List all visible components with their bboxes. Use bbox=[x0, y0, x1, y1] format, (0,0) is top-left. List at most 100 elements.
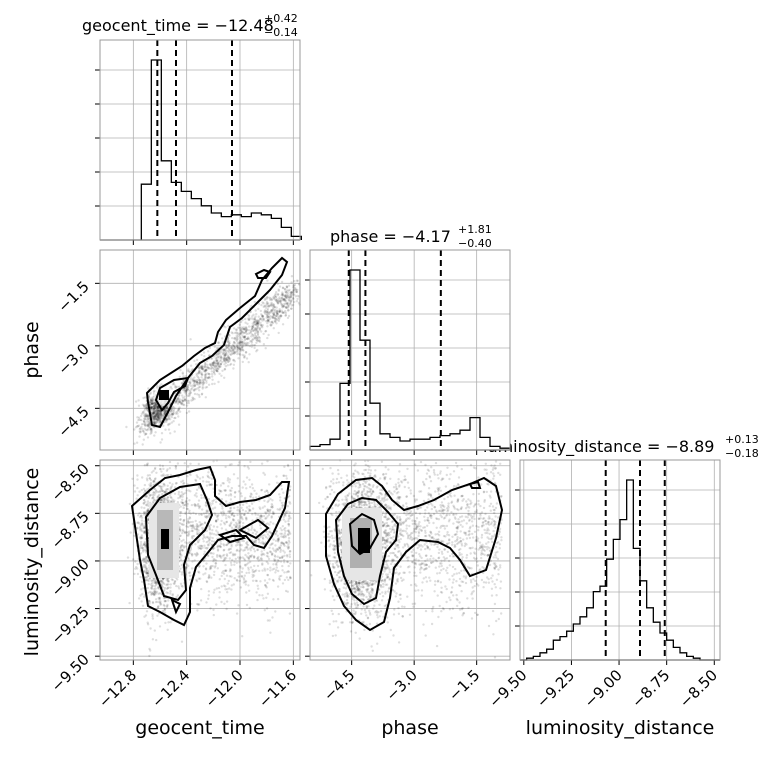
panel-phase-vs-geocent-time-point bbox=[242, 349, 245, 352]
panel-phase-vs-geocent-time-point bbox=[160, 413, 164, 416]
panel-luminosity-distance-vs-geocent-time-point bbox=[140, 600, 143, 603]
panel-phase-vs-geocent-time-point bbox=[256, 325, 259, 328]
panel-luminosity-distance-vs-geocent-time-point bbox=[188, 574, 192, 577]
panel-luminosity-distance-vs-geocent-time-point bbox=[216, 549, 220, 552]
panel-luminosity-distance-vs-geocent-time-point bbox=[197, 547, 200, 550]
panel-luminosity-distance-vs-geocent-time-point bbox=[216, 531, 219, 534]
panel-phase-vs-geocent-time-point bbox=[273, 319, 277, 322]
panel-phase-vs-geocent-time-point bbox=[281, 292, 284, 296]
panel-phase-vs-geocent-time-point bbox=[204, 376, 207, 379]
panel-phase-vs-geocent-time-point bbox=[271, 305, 274, 308]
panel-phase-vs-geocent-time-point bbox=[177, 423, 181, 426]
panel-phase-vs-geocent-time-point bbox=[221, 369, 224, 372]
panel-luminosity-distance-vs-geocent-time-point bbox=[289, 468, 292, 472]
panel-phase-vs-geocent-time-point bbox=[179, 401, 182, 404]
panel-luminosity-distance-vs-geocent-time-point bbox=[233, 495, 237, 499]
panel-phase-vs-geocent-time-point bbox=[239, 328, 242, 332]
panel-phase-vs-geocent-time-point bbox=[203, 361, 207, 364]
panel-phase-vs-geocent-time-point bbox=[145, 406, 148, 409]
panel-luminosity-distance-vs-geocent-time-point bbox=[169, 592, 172, 595]
panel-phase-vs-geocent-time-point bbox=[162, 415, 165, 418]
panel-phase-vs-geocent-time-point bbox=[272, 297, 276, 300]
panel-luminosity-distance-vs-geocent-time-point bbox=[286, 505, 290, 508]
panel-phase-vs-geocent-time-point bbox=[199, 365, 203, 368]
panel-phase-vs-geocent-time-point bbox=[197, 370, 201, 373]
panel-luminosity-distance-vs-geocent-time-point bbox=[160, 488, 163, 491]
panel-luminosity-distance-vs-geocent-time-point bbox=[207, 590, 211, 593]
panel-luminosity-distance-vs-geocent-time-point bbox=[266, 568, 269, 571]
panel-luminosity-distance-vs-geocent-time-point bbox=[208, 567, 212, 571]
panel-phase-vs-geocent-time-point bbox=[160, 383, 163, 386]
panel-phase-vs-geocent-time-point bbox=[198, 369, 201, 372]
panel-luminosity-distance-vs-geocent-time-point bbox=[275, 549, 278, 552]
panel-phase-vs-geocent-time-point bbox=[290, 291, 293, 294]
panel-phase-vs-geocent-time-point bbox=[277, 319, 281, 323]
panel-phase-vs-geocent-time-point bbox=[292, 290, 295, 293]
panel-phase-vs-geocent-time-point bbox=[286, 302, 289, 305]
panel-phase-vs-geocent-time-point bbox=[228, 342, 231, 345]
panel-phase-vs-geocent-time-point bbox=[282, 303, 285, 306]
panel-luminosity-distance-vs-geocent-time-point bbox=[280, 535, 283, 538]
panel-luminosity-distance-vs-geocent-time-point bbox=[288, 494, 291, 498]
panel-luminosity-distance-vs-geocent-time-point bbox=[248, 505, 251, 508]
panel-luminosity-distance-vs-geocent-time-point bbox=[216, 545, 219, 548]
panel-phase-vs-geocent-time-point bbox=[223, 349, 226, 352]
panel-luminosity-distance-vs-geocent-time-point bbox=[138, 536, 141, 539]
panel-phase-vs-geocent-time-point bbox=[191, 396, 194, 399]
panel-phase-vs-geocent-time-point bbox=[243, 355, 246, 359]
panel-phase-vs-geocent-time-point bbox=[262, 319, 266, 322]
panel-phase-vs-geocent-time-point bbox=[156, 418, 160, 422]
panel-phase-vs-geocent-time-point bbox=[250, 325, 253, 328]
panel-phase-vs-geocent-time-point bbox=[202, 381, 206, 384]
panel-luminosity-distance-vs-geocent-time-point bbox=[191, 537, 194, 540]
panel-phase-vs-geocent-time-point bbox=[207, 350, 210, 353]
panel-luminosity-distance-vs-geocent-time-point bbox=[287, 539, 291, 542]
panel-luminosity-distance-vs-geocent-time-point bbox=[136, 562, 139, 566]
panel-phase-vs-geocent-time bbox=[95, 249, 301, 455]
panel-phase-vs-geocent-time-point bbox=[200, 382, 204, 385]
panel-phase-vs-geocent-time-point bbox=[258, 339, 261, 342]
panel-phase-vs-geocent-time-point bbox=[266, 309, 269, 312]
panel-phase-vs-geocent-time-point bbox=[222, 358, 226, 362]
panel-luminosity-distance-vs-geocent-time-point bbox=[196, 475, 199, 479]
panel-phase-vs-geocent-time-point bbox=[270, 298, 274, 301]
panel-phase-vs-geocent-time-point bbox=[157, 406, 160, 410]
panel-luminosity-distance-vs-geocent-time-point bbox=[287, 517, 290, 521]
panel-luminosity-distance-vs-geocent-time-point bbox=[219, 545, 222, 548]
panel-phase-vs-geocent-time-point bbox=[206, 366, 210, 369]
panel-luminosity-distance-vs-geocent-time-point bbox=[213, 588, 216, 591]
panel-phase-vs-geocent-time-point bbox=[211, 382, 214, 386]
panel-phase-vs-geocent-time-point bbox=[190, 368, 194, 371]
panel-phase-vs-geocent-time-point bbox=[222, 359, 226, 363]
panel-phase-vs-geocent-time-point bbox=[152, 412, 155, 415]
panel-phase-vs-geocent-time-point bbox=[195, 383, 199, 386]
panel-phase-vs-geocent-time-point bbox=[203, 355, 206, 358]
panel-phase-vs-geocent-time-point bbox=[231, 332, 234, 335]
panel-phase-vs-geocent-time-point bbox=[142, 411, 145, 414]
panel-phase-vs-geocent-time-point bbox=[154, 405, 157, 409]
panel-phase-vs-geocent-time-point bbox=[210, 362, 214, 365]
panel-luminosity-distance-vs-geocent-time-point bbox=[222, 549, 225, 552]
panel-luminosity-distance-vs-geocent-time-point bbox=[240, 574, 243, 578]
panel-phase-vs-geocent-time-point bbox=[215, 369, 219, 372]
panel-luminosity-distance-vs-geocent-time-point bbox=[204, 567, 208, 570]
panel-phase-vs-geocent-time-point bbox=[238, 344, 241, 347]
panel-luminosity-distance-vs-geocent-time-point bbox=[200, 494, 203, 497]
panel-phase-vs-geocent-time-point bbox=[157, 410, 160, 413]
panel-phase-vs-geocent-time-point bbox=[208, 367, 211, 370]
panel-phase-vs-geocent-time-point bbox=[239, 353, 242, 356]
panel-phase-vs-geocent-time-point bbox=[146, 423, 149, 426]
panel-phase-vs-geocent-time-point bbox=[152, 415, 155, 418]
panel-luminosity-distance-vs-geocent-time-point bbox=[166, 468, 169, 471]
panel-luminosity-distance-vs-geocent-time-point bbox=[283, 513, 286, 517]
panel-luminosity-distance-vs-geocent-time-point bbox=[236, 548, 239, 552]
panel-phase-vs-geocent-time-point bbox=[266, 302, 269, 306]
panel-phase-vs-geocent-time-point bbox=[188, 389, 192, 393]
panel-phase-vs-geocent-time-point bbox=[249, 331, 252, 335]
panel-luminosity-distance-vs-geocent-time-bg bbox=[100, 460, 300, 660]
panel-luminosity-distance-vs-geocent-time-point bbox=[224, 465, 227, 469]
panel-phase-vs-geocent-time-point bbox=[277, 293, 280, 296]
panel-phase-vs-geocent-time-point bbox=[219, 354, 222, 357]
panel-luminosity-distance-vs-geocent-time-point bbox=[195, 495, 198, 498]
panel-luminosity-distance-vs-geocent-time-point bbox=[254, 539, 258, 542]
